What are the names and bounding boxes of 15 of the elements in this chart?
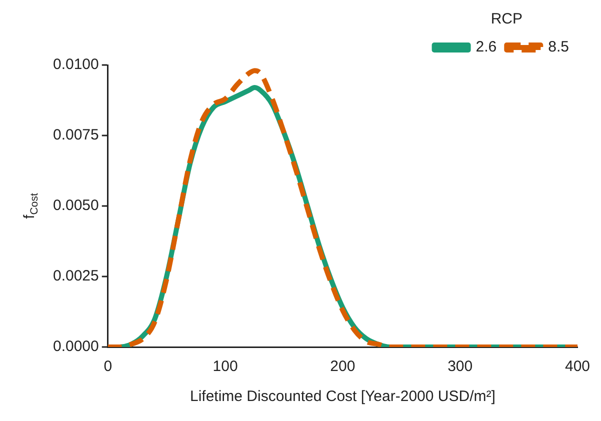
x-tick-label: 400 bbox=[564, 358, 590, 376]
x-tick-label: 0 bbox=[104, 358, 112, 376]
legend-title: RCP bbox=[490, 10, 522, 28]
x-axis-title: Lifetime Discounted Cost [Year-2000 USD/m²] bbox=[190, 388, 496, 406]
y-tick-label: 0.0050 bbox=[52, 197, 99, 214]
y-tick-label: 0.0000 bbox=[52, 338, 99, 356]
x-tick-label: 200 bbox=[330, 358, 356, 376]
y-tick-label: 0.0100 bbox=[52, 56, 99, 74]
legend-label: 2.6 bbox=[476, 38, 497, 56]
legend-label: 8.5 bbox=[548, 38, 570, 56]
x-tick-label: 300 bbox=[448, 358, 473, 376]
x-tick-label: 100 bbox=[212, 358, 238, 376]
y-tick-label: 0.0025 bbox=[52, 268, 99, 285]
y-tick-label: 0.0075 bbox=[52, 126, 99, 144]
y-axis-title: fCost bbox=[21, 193, 40, 219]
